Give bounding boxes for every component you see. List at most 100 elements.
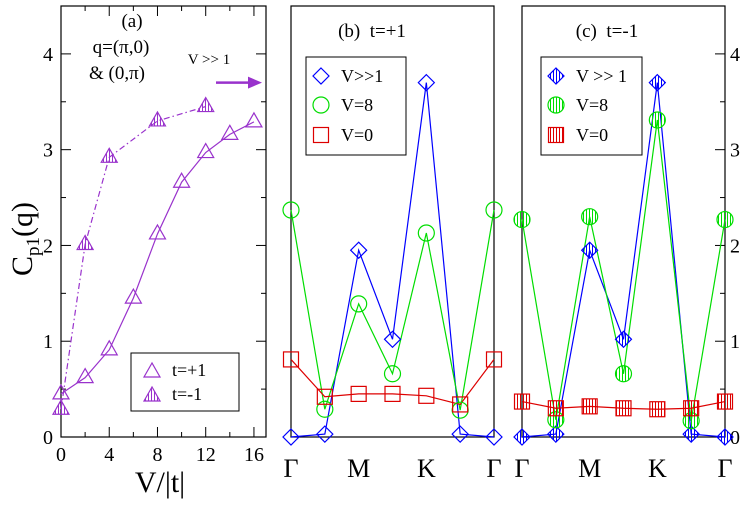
panel-b-series-line-3	[290, 359, 495, 406]
panel-c-ytick-label: 3	[730, 140, 740, 162]
panel-b-marker-s3	[418, 387, 435, 404]
panel-a-xtick-label: 8	[152, 444, 162, 466]
panel-b-legend-label-3: V=0	[341, 125, 373, 145]
panel-b-legend-marker-2	[312, 96, 330, 114]
panel-a-marker-s1	[172, 172, 191, 188]
panel-c-marker-s3	[513, 393, 531, 410]
panel-b-xtick-label: Γ	[283, 454, 298, 483]
panel-a-arrow-label: V >> 1	[188, 52, 230, 68]
panel-c-legend-marker-2	[547, 96, 565, 114]
panel-a-marker-s1	[220, 124, 239, 140]
panel-a-ylabel: Cp1(q)	[6, 202, 44, 276]
panel-a-series-line-1	[60, 121, 255, 395]
panel-c-ytick-label: 0	[730, 427, 740, 449]
panel-b-marker-s2	[316, 400, 334, 418]
panel-b-marker-s3	[350, 385, 367, 402]
panel-b-marker-s1	[451, 425, 470, 443]
panel-a-marker-s1	[196, 142, 215, 159]
panel-b: (b) t=+1 Γ M K Γ V>>1 V=8 V=0	[282, 5, 503, 483]
panel-b-marker-s1	[349, 241, 368, 260]
panel-b-xtick-label: M	[347, 454, 370, 483]
panel-a-marker-s2	[196, 96, 215, 113]
panel-c-legend-label-2: V=8	[576, 95, 608, 115]
panel-a-marker-s1	[100, 339, 119, 356]
panel-a-marker-s1	[244, 111, 263, 128]
panel-b-marker-s1	[383, 330, 402, 349]
panel-a-marker-s1	[148, 223, 167, 240]
panel-c-marker-s2	[581, 208, 599, 226]
panel-b-frame	[290, 5, 495, 438]
panel-b-marker-s3	[485, 351, 503, 368]
panel-c-legend-marker-3	[547, 126, 565, 144]
panel-a-ytick-label: 1	[43, 331, 53, 353]
panel-b-marker-s1	[315, 425, 334, 443]
panel-b-marker-s3	[384, 385, 401, 402]
panel-c-ytick-label: 1	[730, 331, 740, 353]
panel-c-xtick-label: Γ	[514, 454, 529, 483]
panel-b-marker-s3	[452, 396, 469, 413]
panel-b-marker-s2	[485, 201, 503, 219]
panel-a-marker-s2	[51, 399, 71, 415]
panel-c-legend-label-3: V=0	[576, 125, 608, 145]
panel-b-marker-s2	[282, 201, 300, 219]
panel-c-marker-s1	[682, 425, 701, 443]
panel-c-marker-s1	[513, 428, 531, 446]
panel-b-legend-marker-1	[312, 67, 330, 85]
panel-a-ytick-label: 3	[43, 140, 53, 162]
panel-a-legend-marker-1	[142, 361, 162, 378]
panel-a-marker-s1	[76, 367, 95, 384]
panel-a-annotation-line1: q=(π,0)	[93, 37, 150, 58]
panel-a: Cp1(q) V/|t| (a) q=(π,0) & (0,π) V >> 1 …	[6, 5, 267, 499]
panel-c-marker-s2	[648, 111, 666, 129]
panel-b-legend-label-2: V=8	[341, 95, 373, 115]
panel-c-marker-s3	[581, 398, 598, 415]
panel-a-legend-label-1: t=+1	[172, 360, 206, 380]
panel-a-xlabel: V/|t|	[135, 466, 185, 499]
panel-c-ytick-label: 4	[730, 44, 740, 66]
panel-b-label: (b) t=+1	[338, 21, 406, 42]
panel-a-ytick-label: 4	[43, 44, 53, 66]
panel-c-marker-s1	[580, 241, 599, 260]
panel-b-series-line-2	[290, 209, 495, 411]
panel-a-marker-s2	[100, 147, 119, 163]
panel-c-marker-s2	[614, 365, 633, 383]
panel-c-marker-s3	[649, 401, 666, 418]
panel-c-label: (c) t=-1	[576, 21, 638, 42]
panel-b-xtick-label: K	[417, 454, 436, 483]
panel-c-marker-s2	[513, 210, 531, 229]
panel-b-marker-s2	[383, 365, 402, 383]
panel-c-marker-s3	[683, 400, 700, 417]
panel-b-marker-s1	[282, 428, 300, 446]
panel-a-ytick-label: 2	[43, 235, 53, 257]
panel-b-legend-marker-3	[312, 126, 330, 144]
panel-b-marker-s2	[350, 295, 368, 313]
panel-a-xtick-label: 0	[56, 444, 66, 466]
panel-a-legend-marker-2	[142, 385, 162, 402]
panel-c-ytick-label: 2	[730, 235, 740, 257]
panel-a-marker-s2	[148, 110, 167, 127]
panel-a-arrow	[216, 76, 262, 89]
panel-b-legend-box	[305, 56, 407, 156]
panel-c-xtick-label: K	[648, 454, 667, 483]
panel-c: (c) t=-1 Γ M K Γ 0 1 2 3 4 V >> 1 V=8 V=0	[513, 5, 740, 483]
panel-a-xtick-label: 12	[196, 444, 216, 466]
panel-c-marker-s2	[716, 210, 734, 229]
panel-a-marker-s1	[51, 383, 71, 400]
panel-c-xtick-label: M	[578, 454, 601, 483]
panel-a-legend-label-2: t=-1	[172, 384, 202, 404]
panel-a-marker-s2	[76, 234, 95, 251]
panel-b-marker-s1	[417, 73, 436, 92]
panel-a-marker-s1	[124, 287, 143, 304]
panel-a-xtick-label: 16	[244, 444, 264, 466]
panel-a-xtick-label: 4	[104, 444, 114, 466]
panel-c-marker-s1	[546, 425, 565, 443]
panel-b-xtick-label: Γ	[486, 454, 501, 483]
panel-b-series-line-1	[290, 82, 495, 438]
panel-c-marker-s3	[716, 393, 734, 410]
panel-b-marker-s3	[282, 351, 300, 368]
panel-b-marker-s1	[485, 428, 503, 446]
panel-a-label: (a)	[121, 11, 142, 32]
panel-c-marker-s3	[547, 400, 564, 417]
panel-c-xtick-label: Γ	[717, 454, 732, 483]
